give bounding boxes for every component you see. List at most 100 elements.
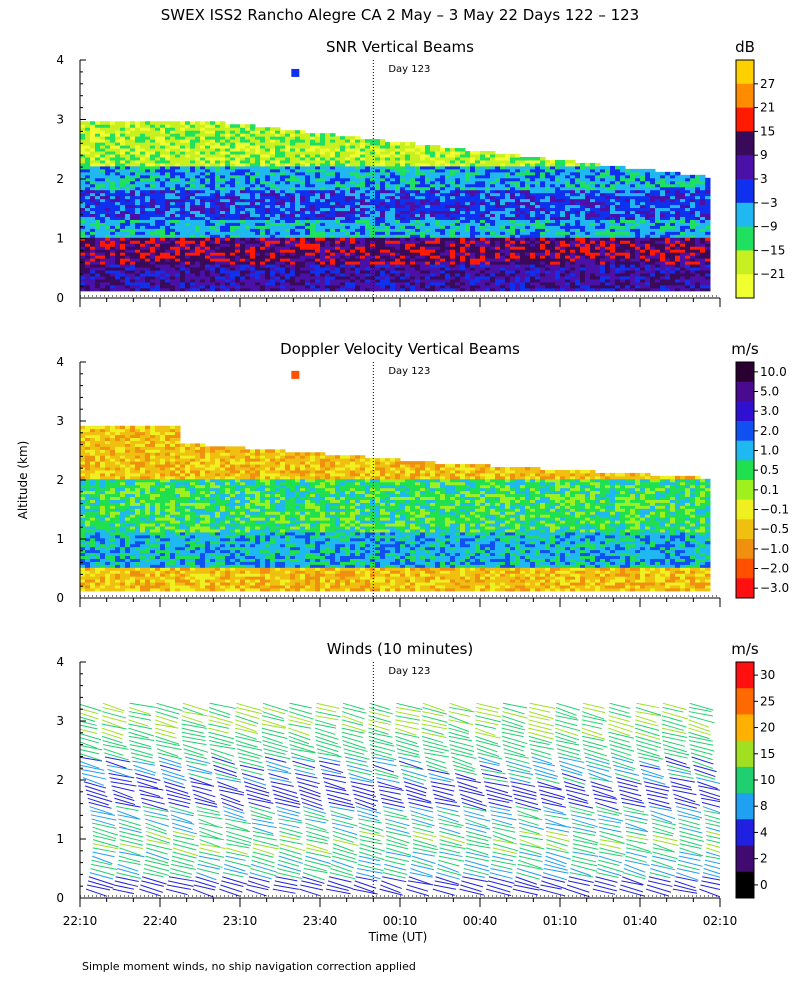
heatmap-cell xyxy=(225,186,231,191)
heatmap-cell xyxy=(215,246,221,250)
heatmap-cell xyxy=(145,213,151,217)
heatmap-cell xyxy=(355,281,361,286)
heatmap-cell xyxy=(385,287,391,292)
heatmap-cell xyxy=(280,139,286,143)
heatmap-cell xyxy=(195,121,201,125)
heatmap-cell xyxy=(140,249,146,253)
heatmap-cell xyxy=(450,225,456,229)
heatmap-cell xyxy=(115,219,121,223)
heatmap-cell xyxy=(125,284,131,289)
heatmap-cell xyxy=(160,237,166,241)
heatmap-cell xyxy=(140,281,146,286)
heatmap-cell xyxy=(550,240,556,244)
heatmap-cell xyxy=(315,151,321,155)
heatmap-cell xyxy=(290,264,296,268)
heatmap-cell xyxy=(395,156,401,161)
heatmap-cell xyxy=(245,252,251,256)
heatmap-cell xyxy=(80,133,86,137)
heatmap-cell xyxy=(375,142,381,146)
heatmap-cell xyxy=(315,183,321,188)
heatmap-cell xyxy=(310,192,316,197)
heatmap-cell xyxy=(435,180,441,185)
heatmap-cell xyxy=(520,225,526,229)
heatmap-cell xyxy=(165,204,171,209)
heatmap-cell xyxy=(530,174,536,179)
heatmap-cell xyxy=(200,189,206,194)
heatmap-cell xyxy=(375,270,381,274)
heatmap-cell xyxy=(525,275,531,280)
heatmap-cell xyxy=(300,252,306,256)
heatmap-cell xyxy=(260,249,266,253)
heatmap-cell xyxy=(200,201,206,206)
heatmap-cell xyxy=(255,231,261,235)
heatmap-cell xyxy=(295,204,301,209)
heatmap-cell xyxy=(100,213,106,217)
heatmap-cell xyxy=(555,264,561,268)
heatmap-cell xyxy=(225,177,231,182)
heatmap-cell xyxy=(95,243,101,247)
heatmap-cell xyxy=(260,240,266,244)
heatmap-cell xyxy=(105,180,111,185)
heatmap-cell xyxy=(105,133,111,137)
heatmap-cell xyxy=(210,148,216,152)
heatmap-cell xyxy=(125,192,131,197)
heatmap-cell xyxy=(395,198,401,203)
heatmap-cell xyxy=(415,261,421,265)
heatmap-cell xyxy=(430,195,436,200)
heatmap-cell xyxy=(460,278,466,283)
heatmap-cell xyxy=(425,216,431,220)
heatmap-cell xyxy=(95,139,101,143)
heatmap-cell xyxy=(485,261,491,265)
heatmap-cell xyxy=(320,222,326,226)
heatmap-cell xyxy=(480,162,486,167)
heatmap-cell xyxy=(150,273,156,277)
heatmap-cell xyxy=(355,136,361,140)
heatmap-cell xyxy=(220,156,226,161)
heatmap-cell xyxy=(300,171,306,176)
heatmap-cell xyxy=(445,275,451,280)
heatmap-cell xyxy=(515,204,521,209)
heatmap-cell xyxy=(310,145,316,149)
heatmap-cell xyxy=(295,243,301,247)
heatmap-cell xyxy=(235,225,241,229)
heatmap-cell xyxy=(150,145,156,149)
heatmap-cell xyxy=(435,168,441,173)
heatmap-cell xyxy=(105,249,111,253)
heatmap-cell xyxy=(150,136,156,140)
heatmap-cell xyxy=(150,240,156,244)
heatmap-cell xyxy=(340,180,346,185)
heatmap-cell xyxy=(290,183,296,188)
heatmap-cell xyxy=(545,258,551,262)
heatmap-cell xyxy=(455,201,461,206)
heatmap-cell xyxy=(125,201,131,206)
heatmap-cell xyxy=(335,165,341,170)
heatmap-cell xyxy=(255,201,261,206)
heatmap-cell xyxy=(115,165,121,170)
heatmap-cell xyxy=(320,246,326,250)
heatmap-cell xyxy=(505,264,511,268)
heatmap-cell xyxy=(190,148,196,152)
y-axis-label: Altitude (km) xyxy=(16,441,30,520)
heatmap-cell xyxy=(195,264,201,268)
heatmap-cell xyxy=(135,237,141,241)
heatmap-cell xyxy=(550,246,556,250)
heatmap-cell xyxy=(395,210,401,215)
heatmap-cell xyxy=(390,273,396,277)
heatmap-cell xyxy=(490,156,496,161)
heatmap-cell xyxy=(315,240,321,244)
heatmap-cell xyxy=(225,281,231,286)
heatmap-cell xyxy=(195,183,201,188)
heatmap-cell xyxy=(330,222,336,226)
heatmap-cell xyxy=(235,142,241,146)
heatmap-cell xyxy=(170,252,176,256)
heatmap-cell xyxy=(375,225,381,229)
heatmap-cell xyxy=(410,278,416,283)
heatmap-cell xyxy=(305,159,311,164)
heatmap-cell xyxy=(355,180,361,185)
heatmap-cell xyxy=(245,154,251,158)
heatmap-cell xyxy=(440,219,446,223)
heatmap-cell xyxy=(255,281,261,286)
heatmap-cell xyxy=(370,174,376,179)
heatmap-cell xyxy=(175,252,181,256)
